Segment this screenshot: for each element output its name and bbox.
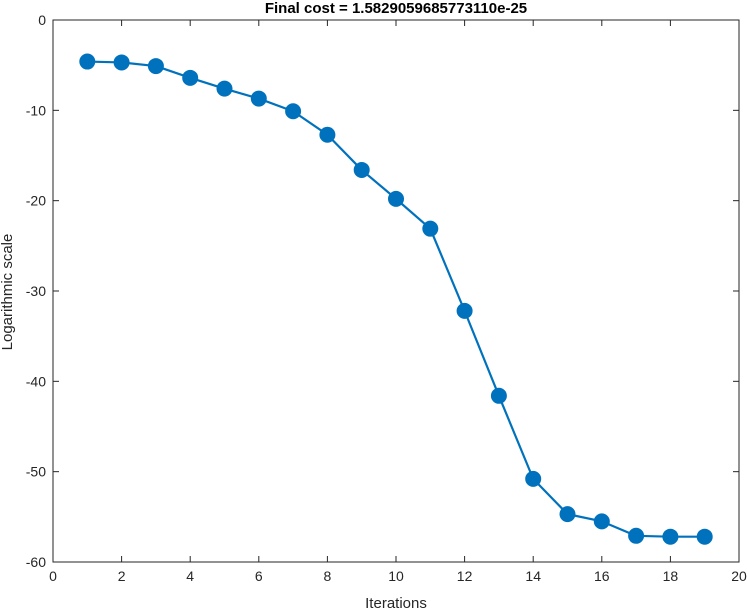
data-point: [147, 58, 164, 75]
y-tick-label: -30: [26, 283, 46, 299]
x-tick-label: 14: [525, 568, 541, 584]
data-point: [113, 54, 130, 71]
x-tick-label: 12: [457, 568, 473, 584]
data-point: [422, 220, 439, 237]
data-point: [559, 506, 576, 523]
x-tick-label: 8: [324, 568, 332, 584]
axis-ticks: [52, 19, 740, 563]
y-tick-label: -40: [26, 373, 46, 389]
data-point: [353, 161, 370, 178]
data-point: [319, 126, 336, 143]
data-point: [696, 528, 713, 545]
data-point: [388, 190, 404, 207]
y-tick-label: 0: [38, 12, 46, 28]
data-point: [250, 90, 267, 107]
y-tick-label: -10: [26, 102, 46, 118]
axes-frame: [52, 19, 740, 563]
data-series: [79, 53, 713, 545]
data-point: [182, 69, 199, 86]
x-tick-label: 16: [594, 568, 610, 584]
data-point: [456, 302, 473, 319]
chart-title: Final cost = 1.5829059685773110e-25: [265, 0, 527, 17]
y-tick-label: -50: [26, 464, 46, 480]
y-tick-label: -20: [26, 193, 46, 209]
tick-labels: 0 2 4 6 8 10 12 14 16 18 20 -60 -50 -40 -30 -20 -10 0: [26, 12, 747, 584]
data-point: [79, 53, 96, 70]
data-point: [216, 80, 233, 97]
data-point: [285, 103, 302, 120]
x-tick-label: 20: [731, 568, 747, 584]
data-point: [490, 387, 507, 404]
x-tick-label: 10: [388, 568, 404, 584]
x-axis-label: Iterations: [365, 595, 427, 610]
y-axis-label: Logarithmic scale: [0, 234, 16, 351]
plot-area-box: [52, 19, 740, 563]
data-point: [525, 470, 542, 487]
data-point: [593, 513, 610, 530]
data-point: [628, 527, 645, 544]
data-point: [662, 528, 679, 545]
x-tick-label: 6: [255, 568, 263, 584]
x-tick-label: 2: [118, 568, 126, 584]
x-tick-label: 0: [49, 568, 57, 584]
x-tick-label: 4: [186, 568, 194, 584]
x-tick-label: 18: [663, 568, 679, 584]
y-tick-label: -60: [26, 554, 46, 570]
